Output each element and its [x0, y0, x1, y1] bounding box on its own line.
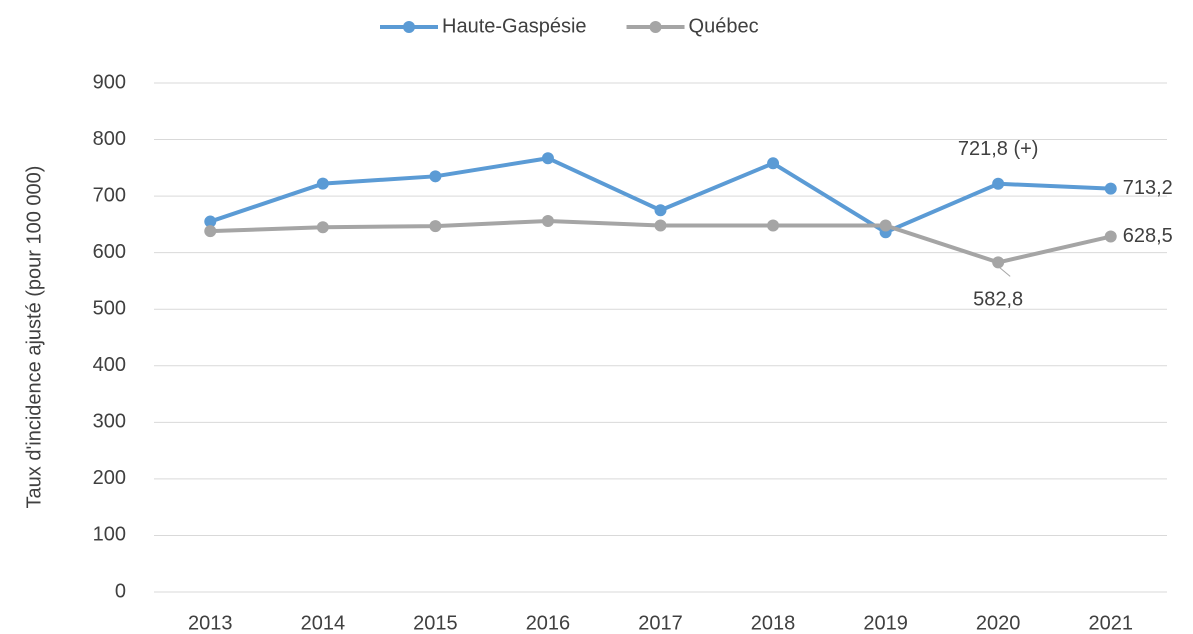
- data-label: 721,8 (+): [958, 138, 1039, 160]
- legend-label: Québec: [689, 15, 759, 37]
- y-axis-title: Taux d'incidence ajusté (pour 100 000): [23, 166, 45, 509]
- x-tick-label: 2020: [976, 612, 1021, 634]
- x-tick-label: 2017: [638, 612, 683, 634]
- data-point: [204, 215, 217, 228]
- x-tick-label: 2018: [751, 612, 796, 634]
- y-tick-label: 900: [93, 71, 126, 93]
- leader-line: [997, 266, 1011, 277]
- data-label: 582,8: [973, 289, 1023, 311]
- x-tick-label: 2014: [301, 612, 346, 634]
- data-point: [767, 157, 780, 170]
- data-point: [429, 170, 442, 183]
- x-tick-label: 2013: [188, 612, 233, 634]
- y-tick-label: 300: [93, 411, 126, 433]
- data-point: [204, 225, 217, 238]
- x-tick-label: 2016: [526, 612, 571, 634]
- y-tick-label: 0: [115, 580, 126, 602]
- data-label: 628,5: [1123, 225, 1173, 247]
- legend-marker: [403, 21, 415, 33]
- y-tick-label: 800: [93, 128, 126, 150]
- y-tick-label: 200: [93, 467, 126, 489]
- data-point: [992, 256, 1005, 269]
- legend-label: Haute-Gaspésie: [442, 15, 587, 37]
- data-point: [654, 219, 667, 232]
- data-point: [767, 219, 780, 232]
- y-tick-label: 100: [93, 524, 126, 546]
- data-point: [316, 221, 329, 234]
- data-point: [879, 219, 892, 232]
- data-point: [992, 177, 1005, 190]
- y-tick-label: 600: [93, 241, 126, 263]
- data-point: [1104, 182, 1117, 195]
- y-tick-label: 700: [93, 184, 126, 206]
- data-point: [1104, 230, 1117, 243]
- x-tick-label: 2019: [863, 612, 908, 634]
- y-tick-label: 400: [93, 354, 126, 376]
- data-point: [541, 152, 554, 165]
- data-label: 713,2: [1123, 177, 1173, 199]
- data-point: [316, 177, 329, 190]
- x-tick-label: 2015: [413, 612, 458, 634]
- data-point: [541, 214, 554, 227]
- legend-marker: [649, 21, 662, 33]
- data-point: [429, 220, 442, 233]
- y-tick-label: 500: [93, 298, 126, 320]
- x-tick-label: 2021: [1088, 612, 1133, 634]
- data-point: [654, 204, 667, 217]
